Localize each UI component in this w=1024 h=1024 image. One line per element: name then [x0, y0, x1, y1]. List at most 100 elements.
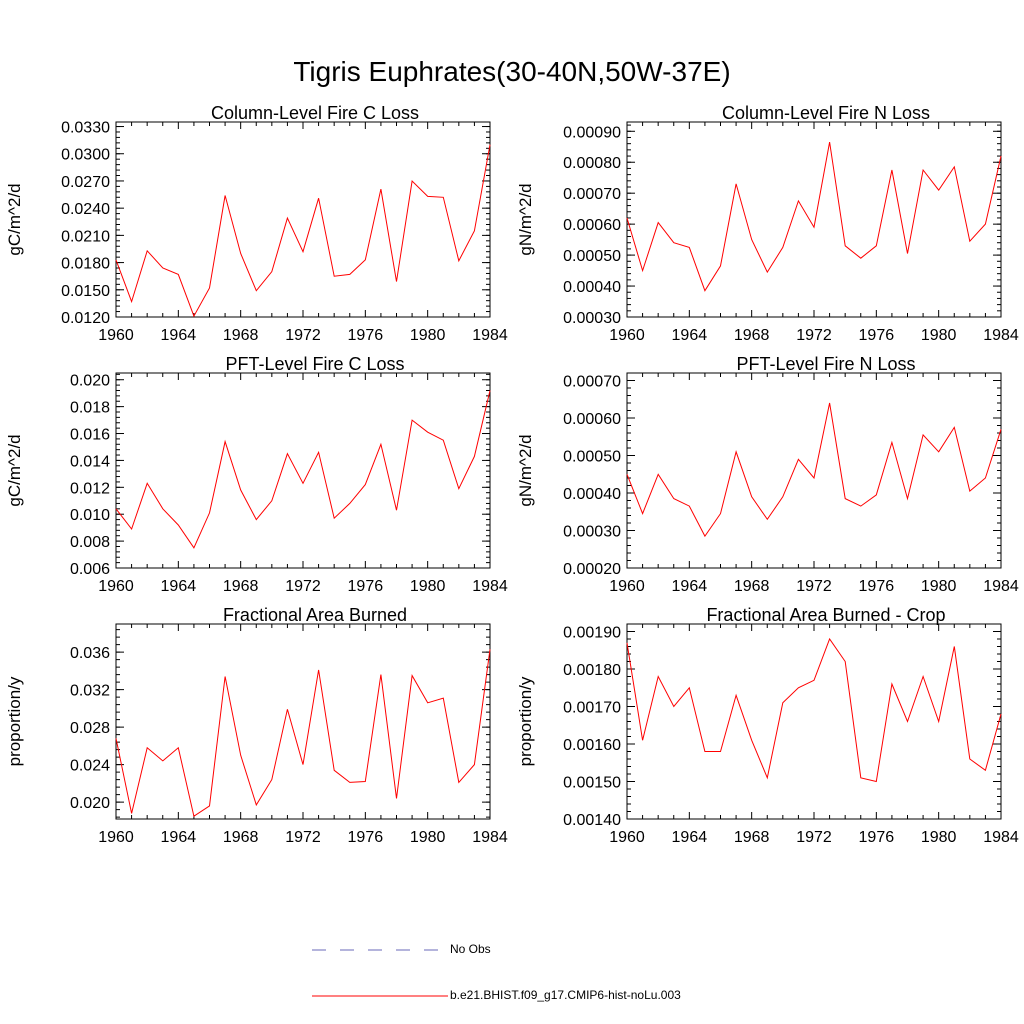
x-tick-label: 1960 — [609, 829, 645, 846]
plot-frame — [626, 623, 1002, 820]
chart-title: Fractional Area Burned - Crop — [706, 605, 945, 625]
x-tick-label: 1960 — [98, 327, 134, 344]
y-tick-label: 0.00040 — [563, 486, 621, 503]
page-title: Tigris Euphrates(30-40N,50W-37E) — [293, 56, 731, 87]
x-tick-label: 1960 — [98, 578, 134, 595]
y-tick-label: 0.010 — [70, 507, 110, 524]
y-tick-label: 0.00080 — [563, 155, 621, 172]
y-tick-label: 0.036 — [70, 645, 110, 662]
y-tick-label: 0.00160 — [563, 737, 621, 754]
y-tick-label: 0.028 — [70, 720, 110, 737]
chart-title: Column-Level Fire N Loss — [722, 103, 930, 123]
y-tick-label: 0.00040 — [563, 279, 621, 296]
y-tick-label: 0.00070 — [563, 186, 621, 203]
chart-panel-3: 1960 1964 1968 1972 1976 1980 1984 0.006 0.008 0.… — [5, 354, 508, 595]
x-tick-label: 1964 — [161, 829, 197, 846]
y-tick-label: 0.00060 — [563, 411, 621, 428]
x-tick-label: 1976 — [859, 829, 895, 846]
x-tick-label: 1980 — [410, 578, 446, 595]
x-tick-label: 1972 — [796, 578, 832, 595]
x-tick-label: 1968 — [223, 327, 259, 344]
x-tick-label: 1960 — [609, 327, 645, 344]
plot-frame — [626, 121, 1002, 318]
y-axis-label: gN/m^2/d — [516, 434, 535, 506]
x-tick-label: 1976 — [859, 327, 895, 344]
x-tick-label: 1968 — [223, 578, 259, 595]
x-tick-label: 1980 — [921, 829, 957, 846]
y-tick-label: 0.0240 — [61, 201, 110, 218]
x-tick-label: 1964 — [672, 327, 708, 344]
y-axis-label: gC/m^2/d — [5, 183, 24, 255]
x-tick-label: 1960 — [609, 578, 645, 595]
y-tick-label: 0.00060 — [563, 217, 621, 234]
x-tick-label: 1984 — [983, 327, 1019, 344]
x-tick-label: 1968 — [223, 829, 259, 846]
series-line — [115, 390, 491, 549]
x-tick-label: 1980 — [921, 327, 957, 344]
y-tick-label: 0.006 — [70, 561, 110, 578]
x-tick-label: 1968 — [734, 829, 770, 846]
plot-frame — [626, 372, 1002, 569]
y-tick-label: 0.00170 — [563, 700, 621, 717]
y-tick-label: 0.0120 — [61, 310, 110, 327]
series-line — [626, 637, 1002, 783]
y-tick-label: 0.00190 — [563, 625, 621, 642]
y-tick-label: 0.0180 — [61, 256, 110, 273]
x-tick-label: 1984 — [983, 829, 1019, 846]
y-tick-label: 0.024 — [70, 758, 110, 775]
y-tick-label: 0.016 — [70, 427, 110, 444]
x-tick-label: 1964 — [672, 578, 708, 595]
y-tick-label: 0.00050 — [563, 248, 621, 265]
x-tick-label: 1964 — [161, 578, 197, 595]
x-tick-label: 1976 — [348, 578, 384, 595]
y-axis-label: gN/m^2/d — [516, 183, 535, 255]
y-tick-label: 0.00030 — [563, 524, 621, 541]
y-tick-label: 0.014 — [70, 453, 110, 470]
y-tick-label: 0.00050 — [563, 449, 621, 466]
x-tick-label: 1976 — [348, 327, 384, 344]
x-tick-label: 1984 — [472, 327, 508, 344]
x-tick-label: 1984 — [983, 578, 1019, 595]
y-tick-label: 0.020 — [70, 373, 110, 390]
y-tick-label: 0.0300 — [61, 147, 110, 164]
y-tick-label: 0.00070 — [563, 374, 621, 391]
x-tick-label: 1984 — [472, 829, 508, 846]
x-tick-label: 1964 — [672, 829, 708, 846]
x-tick-label: 1972 — [796, 829, 832, 846]
series-line — [626, 402, 1002, 538]
y-tick-label: 0.00150 — [563, 775, 621, 792]
x-tick-label: 1972 — [285, 578, 321, 595]
plot-frame — [115, 121, 491, 318]
x-tick-label: 1972 — [285, 327, 321, 344]
plot-frame — [115, 623, 491, 820]
chart-title: PFT-Level Fire N Loss — [736, 354, 915, 374]
y-tick-label: 0.0150 — [61, 283, 110, 300]
x-tick-label: 1980 — [410, 829, 446, 846]
x-tick-label: 1964 — [161, 327, 197, 344]
x-tick-label: 1968 — [734, 327, 770, 344]
y-tick-label: 0.008 — [70, 534, 110, 551]
chart-panel-5: 1960 1964 1968 1972 1976 1980 1984 0.020 0.024 0.… — [5, 605, 508, 846]
y-tick-label: 0.0270 — [61, 174, 110, 191]
chart-panel-4: 1960 1964 1968 1972 1976 1980 1984 0.00020 0.000… — [516, 354, 1019, 595]
chart-title: PFT-Level Fire C Loss — [225, 354, 404, 374]
x-tick-label: 1968 — [734, 578, 770, 595]
y-tick-label: 0.020 — [70, 795, 110, 812]
chart-title: Fractional Area Burned — [223, 605, 407, 625]
chart-panel-6: 1960 1964 1968 1972 1976 1980 1984 0.00140 0.001… — [516, 605, 1019, 846]
x-tick-label: 1980 — [410, 327, 446, 344]
x-tick-label: 1960 — [98, 829, 134, 846]
y-tick-label: 0.00090 — [563, 124, 621, 141]
series-line — [626, 142, 1002, 292]
series-line — [115, 144, 491, 318]
series-line — [115, 649, 491, 818]
chart-panel-1: 1960 1964 1968 1972 1976 1980 1984 0.0120 0.0150… — [5, 103, 508, 344]
x-tick-label: 1976 — [348, 829, 384, 846]
x-tick-label: 1972 — [796, 327, 832, 344]
y-tick-label: 0.00030 — [563, 310, 621, 327]
y-axis-label: gC/m^2/d — [5, 434, 24, 506]
x-tick-label: 1980 — [921, 578, 957, 595]
chart-panel-2: 1960 1964 1968 1972 1976 1980 1984 0.00030 0.000… — [516, 103, 1019, 344]
y-tick-label: 0.018 — [70, 400, 110, 417]
